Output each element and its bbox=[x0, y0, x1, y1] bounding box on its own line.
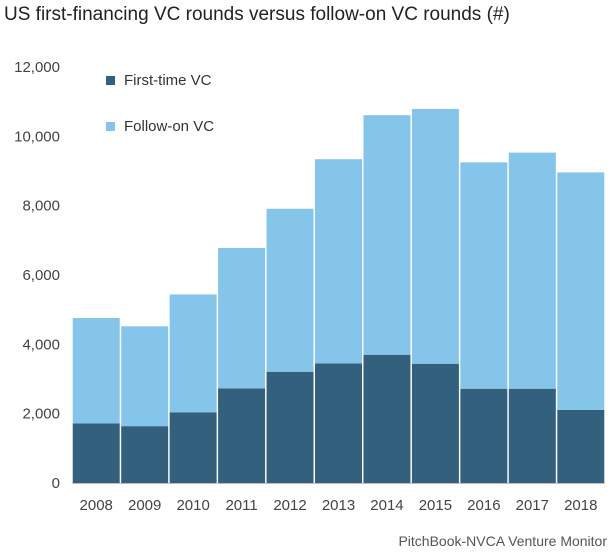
x-tick-label: 2008 bbox=[80, 497, 113, 514]
first-time-vc-bar bbox=[363, 354, 411, 483]
first-time-vc-bar bbox=[218, 388, 266, 483]
follow-on-vc-bar bbox=[508, 152, 556, 389]
y-tick-label: 12,000 bbox=[14, 59, 60, 76]
legend-swatch bbox=[106, 122, 115, 131]
x-tick-label: 2014 bbox=[370, 497, 403, 514]
follow-on-vc-bar bbox=[411, 108, 459, 364]
legend-label: First-time VC bbox=[124, 72, 212, 89]
y-tick-label: 10,000 bbox=[14, 128, 60, 145]
x-tick-label: 2015 bbox=[419, 497, 452, 514]
follow-on-vc-bar bbox=[72, 317, 120, 424]
first-time-vc-bar bbox=[169, 412, 217, 483]
x-tick-label: 2011 bbox=[225, 497, 257, 514]
x-tick-label: 2012 bbox=[273, 497, 306, 514]
first-time-vc-bar bbox=[72, 423, 120, 483]
y-tick-label: 4,000 bbox=[22, 336, 60, 353]
legend-swatch bbox=[106, 76, 115, 85]
y-tick-label: 8,000 bbox=[22, 198, 60, 215]
follow-on-vc-bar bbox=[315, 159, 362, 364]
x-tick-label: 2017 bbox=[516, 497, 549, 514]
follow-on-vc-bar bbox=[266, 208, 314, 372]
first-time-vc-bar bbox=[266, 371, 314, 483]
follow-on-vc-bar bbox=[460, 162, 508, 389]
x-tick-label: 2018 bbox=[564, 497, 597, 514]
follow-on-vc-bar bbox=[169, 294, 217, 413]
first-time-vc-bar bbox=[315, 363, 362, 483]
x-tick-label: 2010 bbox=[176, 497, 209, 514]
x-tick-label: 2016 bbox=[467, 497, 500, 514]
source-note: PitchBook-NVCA Venture Monitor bbox=[398, 533, 607, 549]
legend-label: Follow-on VC bbox=[124, 118, 214, 135]
first-time-vc-bar bbox=[121, 426, 169, 483]
follow-on-vc-bar bbox=[121, 326, 169, 427]
y-tick-label: 0 bbox=[52, 475, 60, 492]
first-time-vc-bar bbox=[508, 388, 556, 483]
first-time-vc-bar bbox=[557, 409, 605, 483]
x-tick-label: 2013 bbox=[322, 497, 355, 514]
follow-on-vc-bar bbox=[557, 172, 605, 410]
first-time-vc-bar bbox=[460, 388, 508, 483]
chart-title: US first-financing VC rounds versus foll… bbox=[4, 4, 510, 25]
y-tick-label: 6,000 bbox=[22, 267, 60, 284]
y-tick-label: 2,000 bbox=[22, 406, 60, 423]
x-tick-label: 2009 bbox=[128, 497, 161, 514]
first-time-vc-bar bbox=[411, 363, 459, 483]
follow-on-vc-bar bbox=[363, 115, 411, 355]
follow-on-vc-bar bbox=[218, 247, 266, 389]
